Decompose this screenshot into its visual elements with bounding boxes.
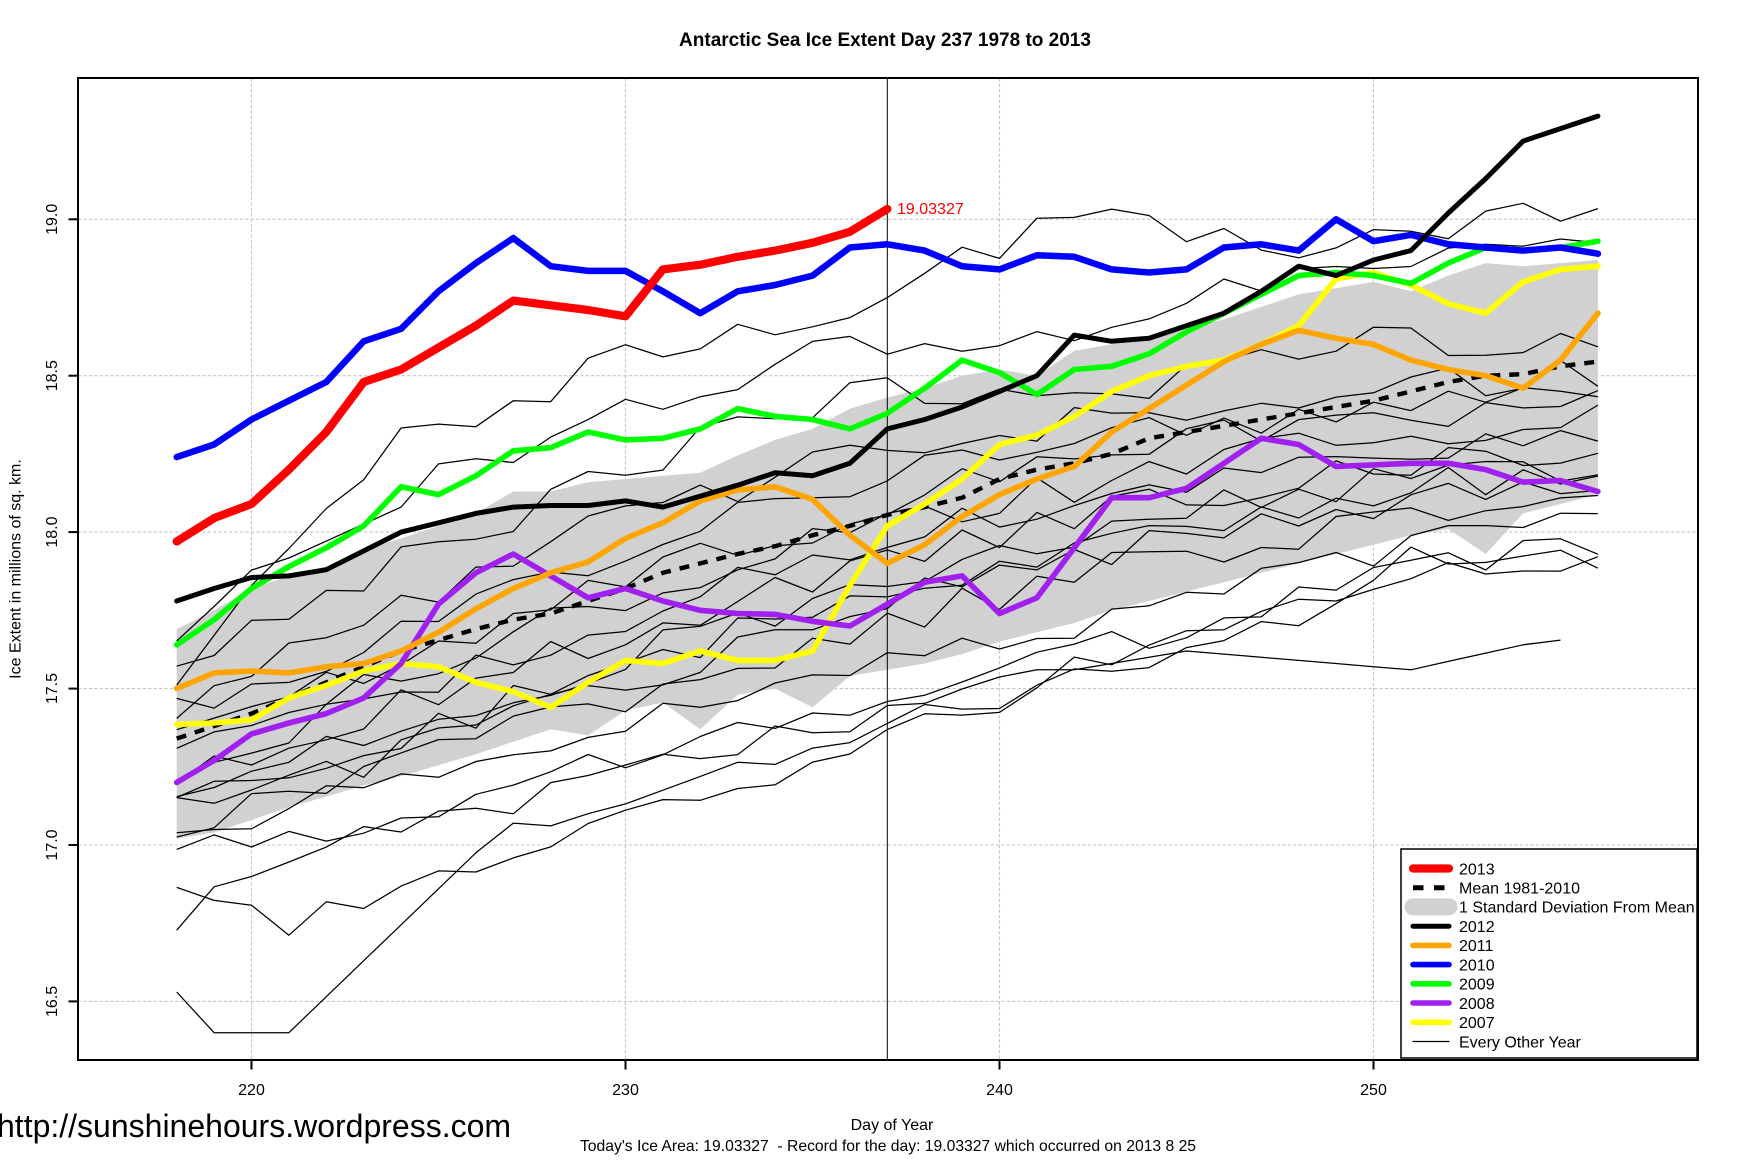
svg-text:19.03327: 19.03327 <box>897 201 964 218</box>
svg-text:Day of Year: Day of Year <box>851 1117 934 1134</box>
svg-text:Mean 1981-2010: Mean 1981-2010 <box>1459 881 1580 898</box>
svg-text:2011: 2011 <box>1459 938 1494 955</box>
svg-text:230: 230 <box>612 1082 639 1099</box>
svg-text:1 Standard Deviation From Mean: 1 Standard Deviation From Mean <box>1459 900 1695 917</box>
svg-text:17.5: 17.5 <box>44 673 61 704</box>
svg-text:Today's Ice Area: 19.03327 -: Today's Ice Area: 19.03327 - Record for … <box>580 1138 1196 1155</box>
svg-text:2010: 2010 <box>1459 957 1495 974</box>
svg-text:2008: 2008 <box>1459 996 1495 1013</box>
svg-text:16.5: 16.5 <box>44 986 61 1017</box>
svg-text:220: 220 <box>238 1082 265 1099</box>
svg-text:2007: 2007 <box>1459 1015 1495 1032</box>
svg-text:17.0: 17.0 <box>44 829 61 860</box>
svg-text:Ice Extent in millions of sq.: Ice Extent in millions of sq. km. <box>8 459 25 679</box>
svg-text:18.5: 18.5 <box>44 360 61 391</box>
svg-text:250: 250 <box>1360 1082 1387 1099</box>
svg-text:18.0: 18.0 <box>44 516 61 547</box>
svg-text:http://sunshinehours.wordpress: http://sunshinehours.wordpress.com <box>0 1108 511 1144</box>
svg-text:Every Other Year: Every Other Year <box>1459 1034 1582 1051</box>
svg-text:2009: 2009 <box>1459 977 1495 994</box>
svg-text:Antarctic Sea Ice Extent Day 2: Antarctic Sea Ice Extent Day 237 1978 to… <box>679 30 1091 51</box>
svg-text:2013: 2013 <box>1459 861 1495 878</box>
svg-text:19.0: 19.0 <box>44 204 61 235</box>
svg-text:2012: 2012 <box>1459 919 1495 936</box>
svg-text:240: 240 <box>986 1082 1013 1099</box>
